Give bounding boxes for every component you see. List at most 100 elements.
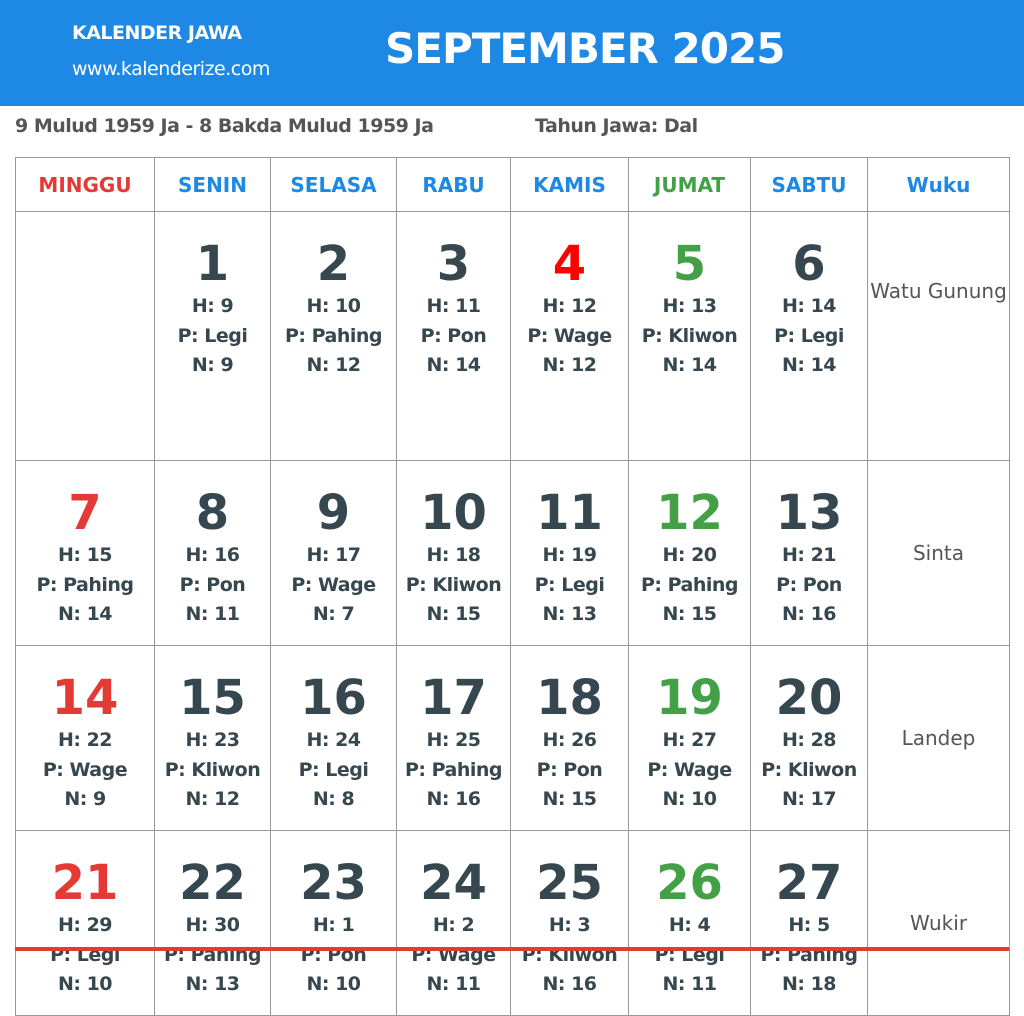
- week-row: 7 H: 15 P: Pahing N: 14 8 H: 16 P: Pon N: 11 9 H:…: [15, 460, 1010, 646]
- day-cell[interactable]: 13 H: 21 P: Pon N: 16: [750, 460, 868, 646]
- javanese-year: Tahun Jawa: Dal: [535, 115, 698, 137]
- day-cell[interactable]: 5 H: 13 P: Kliwon N: 14: [628, 211, 751, 461]
- neptu: N: 12: [185, 788, 240, 810]
- hijri-date: H: 3: [548, 914, 591, 936]
- hijri-date: H: 27: [662, 729, 717, 751]
- day-cell[interactable]: 14 H: 22 P: Wage N: 9: [15, 645, 155, 831]
- column-header-kamis: KAMIS: [510, 157, 629, 212]
- pasaran: P: Kliwon: [521, 943, 618, 966]
- pasaran: P: Pon: [420, 324, 487, 347]
- day-number: 10: [420, 485, 487, 541]
- pasaran: P: Legi: [534, 573, 605, 596]
- day-cell[interactable]: 23 H: 1 P: Pon N: 10: [270, 830, 397, 1016]
- day-number: 14: [51, 670, 119, 726]
- day-number: 3: [436, 236, 471, 292]
- neptu: N: 10: [57, 973, 113, 995]
- hijri-date: H: 30: [185, 914, 240, 936]
- day-cell[interactable]: 1 H: 9 P: Legi N: 9: [154, 211, 271, 461]
- day-cell[interactable]: 20 H: 28 P: Kliwon N: 17: [750, 645, 868, 831]
- neptu: N: 18: [781, 973, 837, 995]
- wuku-cell: Wukir: [867, 830, 1010, 1016]
- day-cell[interactable]: 10 H: 18 P: Kliwon N: 15: [396, 460, 511, 646]
- day-number: 13: [775, 485, 843, 541]
- hijri-date: H: 2: [432, 914, 475, 936]
- hijri-date: H: 12: [542, 295, 597, 317]
- pasaran: P: Kliwon: [164, 758, 261, 781]
- day-cell[interactable]: 12 H: 20 P: Pahing N: 15: [628, 460, 751, 646]
- hijri-date: H: 13: [662, 295, 717, 317]
- pasaran: P: Pahing: [760, 943, 858, 966]
- neptu: N: 12: [306, 354, 361, 376]
- wuku-cell: Sinta: [867, 460, 1010, 646]
- day-cell[interactable]: 15 H: 23 P: Kliwon N: 12: [154, 645, 271, 831]
- hijri-date: H: 5: [788, 914, 830, 936]
- day-cell[interactable]: 24 H: 2 P: Wage N: 11: [396, 830, 511, 1016]
- neptu: N: 12: [542, 354, 597, 376]
- header-banner: KALENDER JAWA www.kalenderize.com SEPTEM…: [0, 0, 1024, 106]
- hijri-date: H: 1: [312, 914, 355, 936]
- day-number: 23: [300, 855, 367, 911]
- hijri-date: H: 18: [426, 544, 481, 566]
- pasaran: P: Pahing: [284, 324, 383, 347]
- site-url[interactable]: www.kalenderize.com: [72, 58, 270, 80]
- calendar-table: MINGGU SENIN SELASA RABU KAMIS JUMAT SABTU Wuku…: [15, 157, 1010, 1016]
- day-number: 2: [316, 236, 351, 292]
- day-cell[interactable]: 6 H: 14 P: Legi N: 14: [750, 211, 868, 461]
- pasaran: P: Legi: [774, 324, 844, 347]
- day-cell[interactable]: 8 H: 16 P: Pon N: 11: [154, 460, 271, 646]
- neptu: N: 16: [426, 788, 481, 810]
- brand-name: KALENDER JAWA: [72, 22, 242, 44]
- neptu: N: 7: [312, 603, 355, 625]
- pasaran: P: Pon: [776, 573, 842, 596]
- day-cell[interactable]: 4 H: 12 P: Wage N: 12: [510, 211, 629, 461]
- day-number: 20: [775, 670, 843, 726]
- hijri-date: H: 9: [191, 295, 234, 317]
- day-cell[interactable]: 9 H: 17 P: Wage N: 7: [270, 460, 397, 646]
- day-number: 9: [316, 485, 351, 541]
- day-cell[interactable]: 25 H: 3 P: Kliwon N: 16: [510, 830, 629, 1016]
- pasaran: P: Wage: [527, 324, 612, 347]
- day-cell[interactable]: 22 H: 30 P: Pahing N: 13: [154, 830, 271, 1016]
- day-cell[interactable]: 3 H: 11 P: Pon N: 14: [396, 211, 511, 461]
- day-number: 4: [552, 236, 587, 292]
- neptu: N: 15: [542, 788, 597, 810]
- hijri-date: H: 26: [542, 729, 597, 751]
- week-row: 1 H: 9 P: Legi N: 9 2 H: 10 P: Pahing N: 12 3 H: …: [15, 211, 1010, 461]
- hijri-date: H: 25: [426, 729, 481, 751]
- pasaran: P: Pon: [179, 573, 246, 596]
- day-cell[interactable]: 18 H: 26 P: Pon N: 15: [510, 645, 629, 831]
- pasaran: P: Pahing: [36, 573, 134, 596]
- day-number: 6: [792, 236, 826, 292]
- pasaran: P: Wage: [411, 943, 496, 966]
- day-cell[interactable]: 11 H: 19 P: Legi N: 13: [510, 460, 629, 646]
- day-number: 5: [672, 236, 707, 292]
- hijri-date: H: 16: [185, 544, 240, 566]
- column-header-minggu: MINGGU: [15, 157, 155, 212]
- javanese-date-range: 9 Mulud 1959 Ja - 8 Bakda Mulud 1959 Ja: [15, 115, 434, 137]
- pasaran: P: Legi: [50, 943, 120, 966]
- hijri-date: H: 14: [781, 295, 837, 317]
- day-cell[interactable]: 2 H: 10 P: Pahing N: 12: [270, 211, 397, 461]
- pasaran: P: Wage: [291, 573, 376, 596]
- day-cell[interactable]: 7 H: 15 P: Pahing N: 14: [15, 460, 155, 646]
- day-cell[interactable]: 21 H: 29 P: Legi N: 10: [15, 830, 155, 1016]
- day-number: 27: [775, 855, 843, 911]
- day-cell[interactable]: 26 H: 4 P: Legi N: 11: [628, 830, 751, 1016]
- column-header-senin: SENIN: [154, 157, 271, 212]
- day-cell[interactable]: 17 H: 25 P: Pahing N: 16: [396, 645, 511, 831]
- day-number: 25: [536, 855, 603, 911]
- neptu: N: 15: [662, 603, 717, 625]
- hijri-date: H: 20: [662, 544, 717, 566]
- neptu: N: 16: [781, 603, 837, 625]
- hijri-date: H: 11: [426, 295, 481, 317]
- neptu: N: 9: [191, 354, 234, 376]
- wuku-cell: Watu Gunung: [867, 211, 1010, 461]
- day-cell[interactable]: 19 H: 27 P: Wage N: 10: [628, 645, 751, 831]
- week-row: 14 H: 22 P: Wage N: 9 15 H: 23 P: Kliwon N: 12 1…: [15, 645, 1010, 831]
- hijri-date: H: 10: [306, 295, 361, 317]
- day-cell[interactable]: 16 H: 24 P: Legi N: 8: [270, 645, 397, 831]
- neptu: N: 11: [185, 603, 240, 625]
- weekday-header-row: MINGGU SENIN SELASA RABU KAMIS JUMAT SABTU Wuku: [15, 157, 1010, 212]
- day-number: 16: [300, 670, 367, 726]
- day-cell[interactable]: 27 H: 5 P: Pahing N: 18: [750, 830, 868, 1016]
